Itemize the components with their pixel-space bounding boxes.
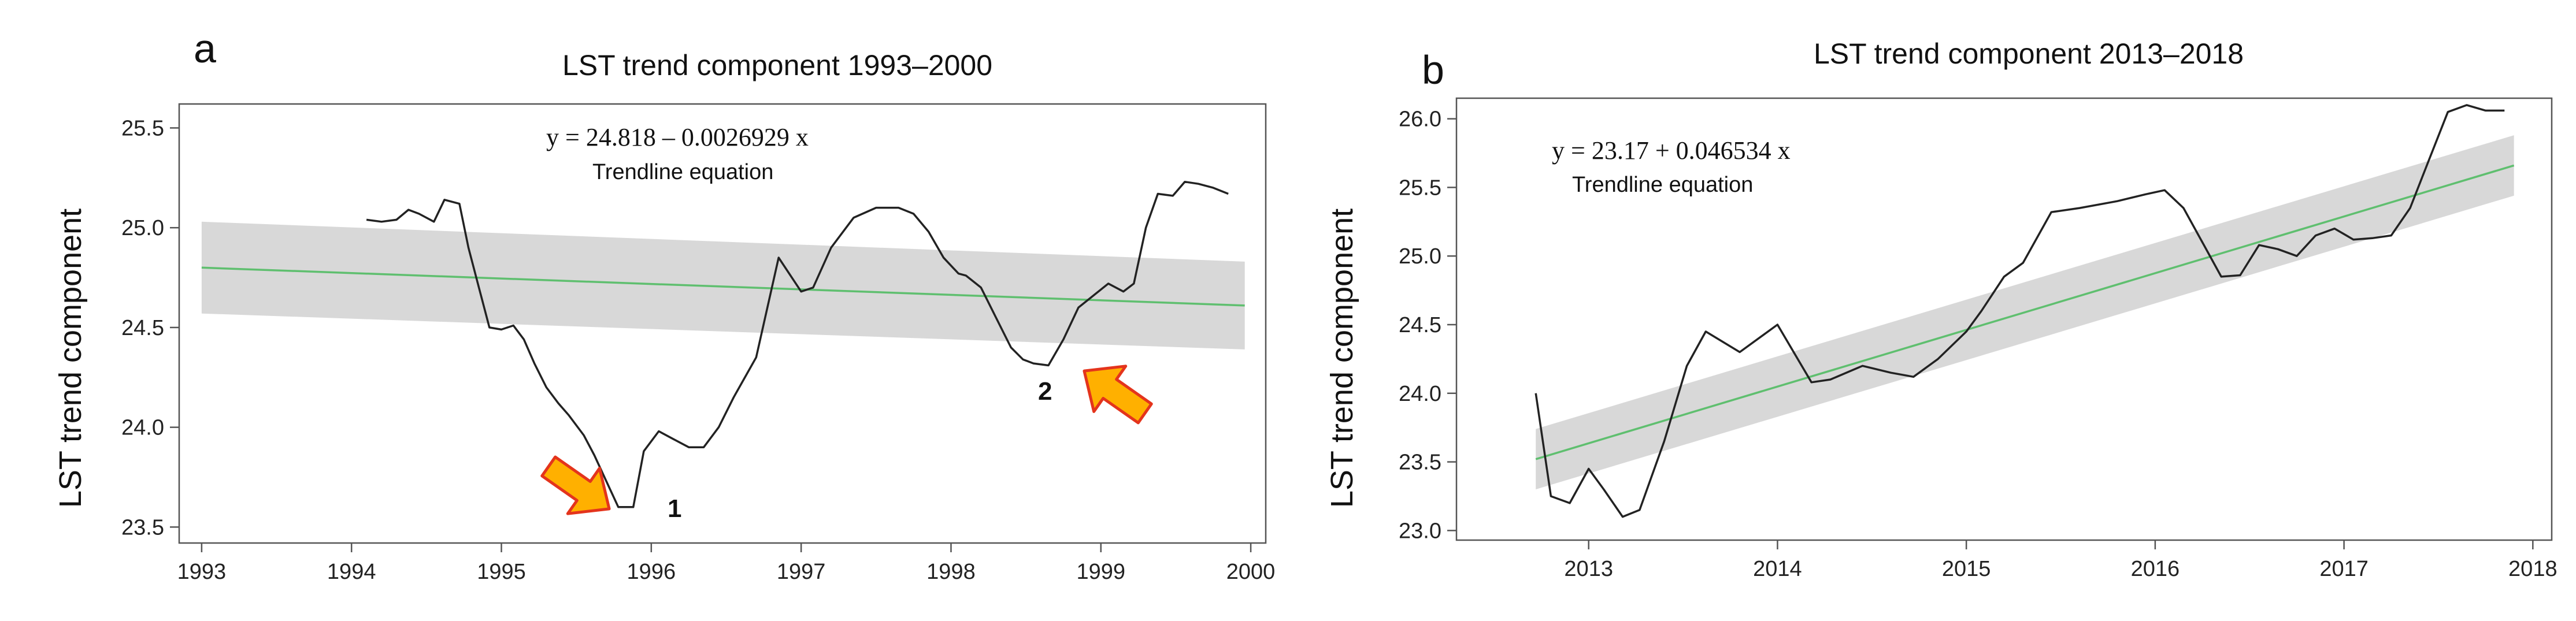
panel-a-x-tick-label: 1994: [327, 560, 376, 584]
panel-b-y-tick-label: 25.5: [1399, 176, 1441, 200]
annotation-arrow-2-icon: [1083, 365, 1153, 425]
panel-a-plot-frame: [178, 103, 1267, 544]
panel-a-y-tick-label: 25.0: [121, 216, 164, 240]
panel-a: a LST trend component 1993–2000 LST tren…: [53, 26, 1275, 584]
panel-b-equation: y = 23.17 + 0.046534 x: [1552, 136, 1791, 165]
panel-a-x-tick-label: 1995: [477, 560, 526, 584]
panel-a-x-tick-label: 1999: [1076, 560, 1125, 584]
panel-a-x-tick-label: 1996: [627, 560, 676, 584]
panel-a-equation: y = 24.818 – 0.0026929 x: [546, 123, 809, 151]
panel-a-trend-line: [201, 266, 1245, 307]
panel-a-x-ticks: 1993 1994 1995 1996 1997 1998 1999 2000: [177, 543, 1276, 584]
panel-a-x-tick-label: 1993: [177, 560, 227, 584]
panel-a-y-axis-label: LST trend component: [53, 209, 88, 508]
panel-a-y-tick-label: 24.0: [121, 416, 164, 440]
panel-a-title: LST trend component 1993–2000: [562, 49, 992, 81]
panel-b-x-tick-label: 2017: [2319, 557, 2369, 581]
panel-a-y-tick-label: 25.5: [121, 116, 164, 140]
panel-b-series-line-0: [1535, 104, 2505, 518]
panel-b: b LST trend component 2013–2018 LST tren…: [1325, 38, 2558, 581]
panel-a-letter: a: [194, 26, 216, 71]
panel-b-y-tick-label: 23.0: [1399, 519, 1441, 543]
panel-b-x-tick-label: 2015: [1942, 557, 1991, 581]
panel-b-y-ticks: 23.0 23.5 24.0 24.5 25.0 25.5 26.0: [1399, 107, 1456, 543]
panel-b-x-tick-label: 2014: [1753, 557, 1802, 581]
panel-b-y-tick-label: 26.0: [1399, 107, 1441, 132]
panel-a-x-tick-label: 1997: [777, 560, 826, 584]
panel-b-x-tick-label: 2013: [1564, 557, 1613, 581]
panel-a-y-ticks: 23.5 24.0 24.5 25.0 25.5: [121, 116, 179, 540]
annotation-arrow-1-icon: [540, 455, 611, 515]
panel-b-plot-frame: [1455, 97, 2553, 541]
panel-b-y-axis-label: LST trend component: [1325, 209, 1359, 508]
panel-b-x-tick-label: 2016: [2131, 557, 2180, 581]
panel-b-series: [1535, 104, 2505, 518]
panel-b-equation-note: Trendline equation: [1572, 173, 1753, 197]
panel-b-x-ticks: 2013 2014 2015 2016 2017 2018: [1564, 540, 2558, 581]
panel-b-letter: b: [1422, 47, 1444, 92]
panel-b-y-tick-label: 24.0: [1399, 382, 1441, 406]
panel-a-x-tick-label: 1998: [926, 560, 976, 584]
panel-a-y-tick-label: 23.5: [121, 515, 164, 540]
panel-a-equation-note: Trendline equation: [592, 160, 773, 184]
panel-b-x-tick-label: 2018: [2508, 557, 2558, 581]
panel-a-annotation-2: 2: [1038, 377, 1052, 406]
panel-b-y-tick-label: 24.5: [1399, 313, 1441, 337]
panel-a-y-tick-label: 24.5: [121, 316, 164, 340]
panel-a-x-tick-label: 2000: [1226, 560, 1276, 584]
panel-b-y-tick-label: 25.0: [1399, 244, 1441, 269]
panel-a-series: [366, 180, 1229, 508]
panel-b-title: LST trend component 2013–2018: [1814, 38, 2244, 70]
panel-a-series-line-0: [366, 180, 1229, 508]
panel-b-trendline: [1535, 164, 2515, 460]
panel-a-trendline: [201, 266, 1245, 307]
panel-b-trend-line: [1535, 164, 2515, 460]
panel-b-y-tick-label: 23.5: [1399, 451, 1441, 475]
panel-a-annotation-1: 1: [668, 494, 681, 523]
